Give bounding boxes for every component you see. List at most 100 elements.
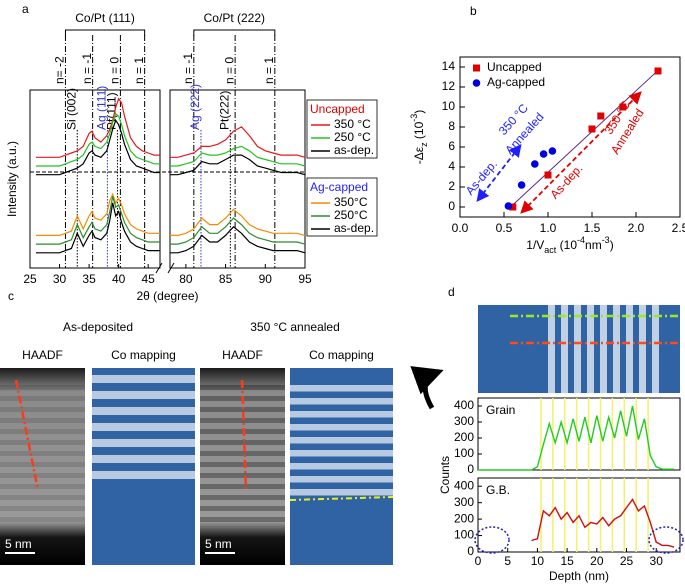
interface-line — [289, 496, 394, 501]
legend-title: Ag-capped — [310, 180, 368, 194]
reference-label: n = -1 — [181, 53, 195, 84]
x-tick-label: 5 — [504, 554, 511, 568]
lattice-band — [200, 506, 285, 511]
legend-label: 250°C — [334, 208, 368, 222]
profile-line — [240, 379, 248, 491]
reference-label: n = 0 — [108, 57, 122, 84]
xrd-curve — [35, 97, 306, 158]
point — [654, 67, 662, 75]
co-stripe — [290, 398, 393, 405]
reference-label: n= -2 — [53, 56, 67, 84]
lattice-band — [200, 418, 285, 423]
xrd-curve — [35, 192, 306, 236]
co-stripe — [92, 471, 195, 479]
x-tick-label: 0.0 — [452, 221, 469, 235]
co-stripe — [290, 476, 393, 483]
legend-label: as-dep. — [334, 221, 374, 235]
y-tick-label: 300 — [454, 414, 474, 428]
lattice-band — [200, 429, 285, 434]
y-tick-label: 6 — [448, 139, 455, 153]
reference-label: Si (002) — [64, 88, 78, 130]
y-tick-label: 12 — [442, 79, 456, 93]
x-tick-label: 25 — [620, 554, 634, 568]
co-stripe — [574, 305, 581, 393]
panel-letter: a — [22, 2, 29, 16]
lattice-band — [0, 462, 85, 467]
xrd-curve — [35, 119, 306, 176]
label-part: (10 — [556, 238, 577, 252]
scale-bar-label: 5 nm — [5, 537, 32, 551]
legend-label: 350°C — [334, 195, 368, 209]
panel-letter: c — [8, 289, 14, 303]
x-tick-label: 0.5 — [496, 221, 513, 235]
x-tick-label: 95 — [298, 272, 312, 286]
image-label: HAADF — [222, 348, 263, 362]
bracket-label: Co/Pt (222) — [204, 11, 265, 25]
co-stripe — [600, 305, 607, 393]
lattice-band — [200, 473, 285, 478]
axis-frame — [477, 397, 681, 471]
lattice-band — [0, 506, 85, 511]
lattice-band — [200, 440, 285, 445]
y-tick-label: 10 — [442, 99, 456, 113]
reference-label: Ag (111) — [95, 86, 109, 130]
axis-frame — [459, 56, 681, 218]
legend-label: Uncapped — [487, 60, 542, 74]
lattice-band — [200, 484, 285, 489]
co-stripe — [290, 489, 393, 496]
lattice-band — [200, 462, 285, 467]
panel-letter: b — [470, 4, 477, 18]
x-axis-label: 2θ (degree) — [136, 289, 198, 303]
legend-box — [306, 99, 378, 159]
y-tick-label: 0 — [467, 462, 474, 476]
axis-frame — [29, 89, 161, 269]
legend-label: Ag-capped — [487, 75, 545, 89]
point — [597, 112, 605, 120]
haadf-image — [0, 368, 85, 565]
point — [544, 171, 552, 179]
profile-line — [14, 379, 40, 491]
co-stripe — [561, 305, 568, 393]
y-tick-label: 100 — [454, 446, 474, 460]
bracket — [193, 29, 276, 36]
xrd-curve — [35, 196, 306, 245]
reference-label: n = 1 — [262, 57, 276, 84]
label-part: -3 — [409, 114, 419, 122]
profile-curve — [478, 405, 675, 471]
y-tick-label: 200 — [454, 511, 474, 525]
co-map — [92, 368, 195, 565]
curved-arrow — [410, 366, 444, 410]
co-stripe — [92, 375, 195, 383]
y-tick-label: 300 — [454, 495, 474, 509]
co-stripe — [652, 305, 659, 393]
point — [531, 160, 539, 168]
xrd-curve — [35, 112, 306, 167]
label-part: 1/V — [526, 238, 544, 252]
reference-label: n = 1 — [132, 57, 146, 84]
plot-annotation: Grain — [486, 403, 515, 417]
reference-label: Pt(222) — [218, 91, 232, 130]
x-tick-label: 1.0 — [540, 221, 557, 235]
x-tick-label: 80 — [179, 272, 193, 286]
lattice-band — [200, 451, 285, 456]
co-stripe — [92, 423, 195, 431]
image-label: Co mapping — [309, 348, 374, 362]
co-stripe — [639, 305, 646, 393]
x-tick-label: 85 — [219, 272, 233, 286]
co-stripe — [290, 437, 393, 444]
panel-letter: d — [448, 285, 455, 299]
axis-break — [155, 262, 175, 274]
annotation-arrow — [476, 144, 522, 202]
lattice-band — [200, 407, 285, 412]
y-axis-label: Intensity (a.u.) — [5, 141, 19, 217]
highlight-ellipse — [648, 526, 684, 554]
label-part: nm — [585, 238, 602, 252]
point — [509, 203, 517, 211]
highlight-ellipse — [474, 526, 510, 554]
co-stripe — [290, 450, 393, 457]
y-tick-label: 400 — [454, 478, 474, 492]
point — [504, 202, 513, 210]
x-tick-label: 20 — [590, 554, 604, 568]
point — [517, 181, 526, 189]
image-label: HAADF — [22, 348, 63, 362]
